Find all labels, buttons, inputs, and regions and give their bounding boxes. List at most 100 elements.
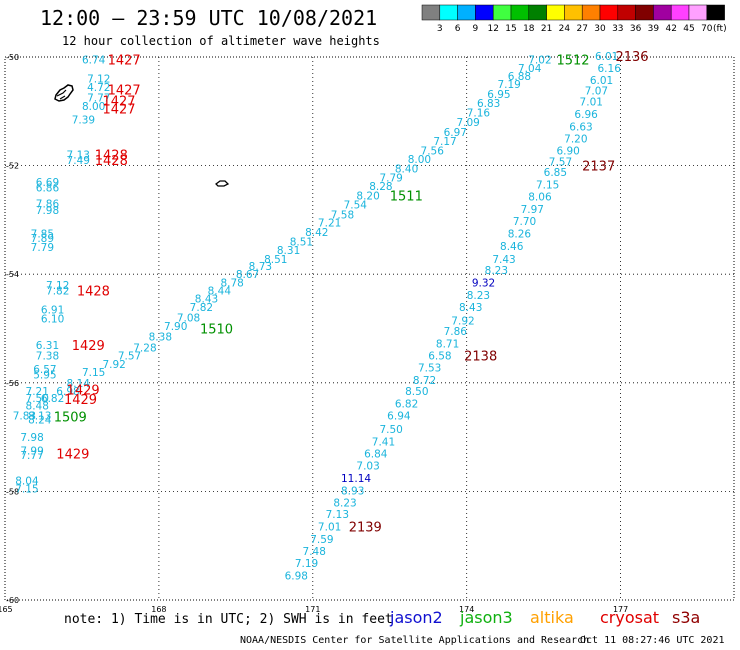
pass-time: 1509: [54, 410, 87, 425]
swh-value: 8.78: [220, 277, 243, 289]
color-scale-tick: 12: [487, 24, 498, 34]
color-swatch: [457, 4, 476, 21]
pass-time-labels: 1427142714271427142814281428142914291429…: [54, 50, 649, 536]
swh-value: 6.98: [56, 386, 79, 398]
color-swatch: [635, 4, 654, 21]
swh-value: 6.90: [556, 145, 579, 157]
pass-time: 1427: [108, 84, 141, 99]
swh-value: 7.92: [102, 359, 125, 371]
swh-value: 7.54: [344, 200, 368, 212]
color-scale-tick: 18: [523, 24, 535, 34]
swh-value: 7.59: [310, 534, 333, 546]
swh-value: 7.57: [118, 351, 141, 363]
latitude-label: -58: [6, 487, 19, 496]
swh-value: 6.91: [41, 304, 64, 316]
swh-value: 7.01: [580, 97, 603, 109]
swh-value: 7.89: [31, 233, 54, 245]
swh-value: 7.79: [379, 173, 402, 185]
swh-value: 8.04: [15, 476, 39, 488]
swh-value: 7.19: [295, 558, 318, 570]
swh-value: 8.48: [26, 401, 49, 413]
swh-value: 8.67: [236, 269, 259, 281]
campbell-island-shape: [215, 180, 230, 187]
swh-value: 7.41: [372, 436, 395, 448]
color-scale-tick: 33: [612, 24, 623, 34]
color-scale-tick: 39: [648, 24, 660, 34]
swh-value: 7.09: [456, 117, 479, 129]
swh-value: 6.95: [487, 89, 510, 101]
color-scale-tick: 24: [559, 24, 571, 34]
swh-value: 8.51: [264, 254, 287, 266]
swh-value: 7.58: [331, 209, 354, 221]
swh-value: 7.82: [46, 285, 69, 297]
map-title: 12:00 – 23:59 UTC 10/08/2021: [40, 6, 378, 30]
pass-time: 1427: [102, 103, 135, 118]
swh-value: 5.95: [33, 370, 56, 382]
color-scale-tick: 45: [683, 24, 694, 34]
longitude-label: 174: [459, 605, 474, 614]
color-scale-tick: 70: [701, 24, 713, 34]
pass-time: 1429: [64, 393, 97, 408]
pass-time: 1510: [200, 323, 233, 338]
swh-value: 7.07: [585, 86, 608, 98]
swh-value: 7.49: [67, 155, 90, 167]
swh-value: 6.01: [590, 75, 613, 87]
credit-timestamp: Oct 11 08:27:46 UTC 2021: [580, 635, 725, 646]
swh-value: 7.15: [536, 180, 559, 192]
swh-value: 8.72: [413, 375, 436, 387]
swh-value: 6.84: [364, 448, 388, 460]
swh-value: 7.56: [421, 145, 445, 157]
auckland-islands-detail: [56, 89, 67, 100]
swh-value: 7.38: [36, 351, 59, 363]
swh-value: 7.28: [133, 343, 156, 355]
swh-value: 8.46: [500, 241, 524, 253]
longitude-label: 165: [0, 605, 13, 614]
auckland-islands-shape: [54, 84, 74, 102]
swh-value: 6.96: [574, 109, 598, 121]
swh-value: 7.13: [326, 509, 349, 521]
swh-value: 8.31: [277, 245, 300, 257]
credit-line: NOAA/NESDIS Center for Satellite Applica…: [240, 635, 590, 646]
swh-value: 7.21: [26, 386, 49, 398]
swh-value: 7.53: [418, 363, 441, 375]
swh-value: 6.86: [36, 182, 60, 194]
swh-value: 7.15: [15, 484, 38, 496]
pass-time: 1511: [390, 189, 423, 204]
swh-value: 7.48: [303, 546, 326, 558]
swh-value: 7.01: [318, 522, 341, 534]
color-scale-tick: 15: [505, 24, 516, 34]
swh-value: 7.50: [26, 393, 49, 405]
swh-value: 8.43: [195, 294, 218, 306]
swh-value: 6.85: [544, 167, 567, 179]
swh-value: 8.06: [528, 192, 552, 204]
color-scale-tick: 6: [455, 24, 461, 34]
swh-value: 7.57: [549, 156, 572, 168]
swh-value: 11.14: [341, 473, 371, 485]
swh-value: 7.17: [433, 136, 456, 148]
swh-value: 7.82: [190, 302, 213, 314]
satellite-label-s3a: s3a: [672, 608, 701, 627]
color-scale-tick: 21: [541, 24, 552, 34]
swh-value: 8.23: [485, 265, 508, 277]
swh-value: 7.19: [497, 79, 520, 91]
swh-value: 6.82: [395, 398, 418, 410]
swh-value: 6.83: [477, 98, 500, 110]
swh-value: 7.12: [87, 74, 110, 86]
pass-time: 2137: [582, 160, 615, 175]
swh-value: 7.77: [20, 450, 43, 462]
map-subtitle: 12 hour collection of altimeter wave hei…: [62, 34, 380, 48]
longitude-label: 177: [613, 605, 628, 614]
swh-value: 8.43: [459, 302, 482, 314]
latitude-label: -50: [6, 53, 19, 62]
swh-value: 7.02: [528, 55, 551, 67]
color-swatch: [688, 4, 708, 21]
color-scale-tick: 36: [630, 24, 642, 34]
swh-value: 8.23: [333, 497, 356, 509]
swh-value: 8.71: [436, 339, 459, 351]
swh-value: 8.13: [28, 410, 51, 422]
color-scale-tick: 30: [594, 24, 606, 34]
pass-time: 2139: [349, 521, 382, 536]
color-scale-tick: 3: [437, 24, 443, 34]
swh-value: 7.83: [13, 410, 36, 422]
